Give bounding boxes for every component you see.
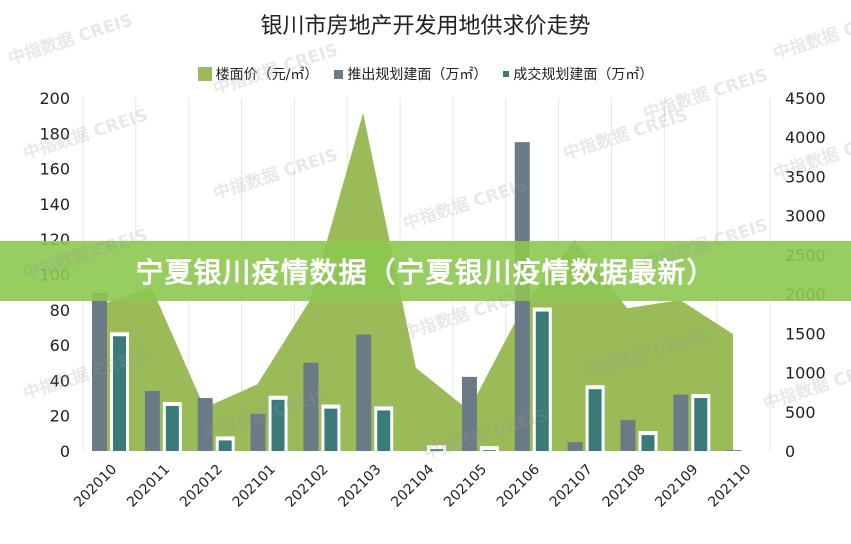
legend-swatch-supply bbox=[334, 69, 344, 79]
left-axis-tick: 60 bbox=[50, 336, 70, 355]
supply-bar bbox=[620, 420, 636, 451]
deal-bar bbox=[482, 450, 496, 451]
deal-bar bbox=[113, 336, 126, 451]
right-axis-tick: 1000 bbox=[785, 364, 826, 383]
deal-bar bbox=[218, 440, 232, 451]
supply-bar bbox=[567, 442, 583, 451]
banner-text: 宁夏银川疫情数据（宁夏银川疫情数据最新） bbox=[135, 256, 716, 289]
deal-bar-outline bbox=[744, 447, 764, 451]
left-axis-tick: 140 bbox=[39, 195, 70, 214]
supply-bar bbox=[726, 450, 742, 451]
deal-bar bbox=[271, 399, 285, 451]
right-axis-tick: 0 bbox=[785, 442, 795, 461]
legend-item-supply: 推出规划建面（万㎡） bbox=[334, 64, 487, 84]
left-axis-tick: 200 bbox=[39, 89, 70, 108]
supply-bar bbox=[356, 334, 372, 451]
supply-bar bbox=[144, 390, 160, 451]
x-tick-label: 202010 bbox=[71, 462, 120, 511]
right-axis-tick: 500 bbox=[785, 403, 816, 422]
deal-bar bbox=[324, 408, 338, 451]
supply-bar bbox=[303, 362, 319, 451]
x-tick-label: 202104 bbox=[388, 461, 437, 510]
legend-label: 推出规划建面（万㎡） bbox=[347, 67, 488, 83]
right-axis-tick: 4500 bbox=[785, 89, 826, 108]
legend-item-floor-price: 楼面价（元/㎡） bbox=[197, 64, 319, 84]
x-tick-label: 202103 bbox=[335, 462, 384, 511]
deal-bar bbox=[165, 405, 179, 451]
left-axis-tick: 160 bbox=[39, 160, 70, 179]
legend-label: 成交规划建面（万㎡） bbox=[513, 67, 654, 83]
supply-bar bbox=[673, 394, 689, 451]
deal-bar-outline bbox=[427, 445, 447, 451]
floor-price-area bbox=[98, 112, 734, 451]
x-tick-label: 202011 bbox=[124, 462, 173, 511]
right-axis-tick: 4000 bbox=[785, 128, 826, 147]
supply-bar bbox=[197, 398, 213, 451]
chart-title: 银川市房地产开发用地供求价走势 bbox=[260, 14, 591, 39]
legend: 楼面价（元/㎡） 推出规划建面（万㎡） 成交规划建面（万㎡） bbox=[0, 64, 851, 84]
deal-bar bbox=[535, 311, 549, 451]
x-tick-label: 202102 bbox=[283, 462, 332, 511]
x-tick-label: 202108 bbox=[600, 462, 649, 511]
x-tick-label: 202105 bbox=[441, 462, 490, 511]
supply-bar bbox=[461, 376, 477, 451]
left-axis-tick: 180 bbox=[39, 124, 70, 143]
x-tick-label: 202012 bbox=[177, 462, 226, 511]
right-axis-tick: 1500 bbox=[785, 324, 826, 343]
legend-swatch-area bbox=[197, 67, 212, 81]
left-axis-tick: 20 bbox=[50, 407, 70, 426]
deal-bar-outline bbox=[479, 446, 499, 451]
legend-swatch-deal bbox=[503, 71, 510, 77]
supply-bar bbox=[250, 413, 266, 451]
left-axis-tick: 80 bbox=[50, 301, 70, 320]
x-tick-label: 202107 bbox=[547, 462, 596, 511]
x-tick-label: 202106 bbox=[494, 461, 543, 510]
left-axis-tick: 40 bbox=[50, 371, 70, 390]
x-tick-label: 202109 bbox=[652, 462, 701, 511]
overlay-banner: 宁夏银川疫情数据（宁夏银川疫情数据最新） bbox=[0, 241, 851, 301]
deal-bar bbox=[641, 435, 655, 451]
legend-item-deal: 成交规划建面（万㎡） bbox=[503, 64, 653, 84]
legend-label: 楼面价（元/㎡） bbox=[215, 67, 319, 83]
deal-bar bbox=[377, 410, 391, 451]
left-axis-tick: 0 bbox=[60, 442, 70, 461]
supply-bar bbox=[92, 293, 107, 451]
deal-bar bbox=[430, 449, 444, 451]
deal-bar bbox=[694, 398, 708, 451]
x-tick-label: 202110 bbox=[705, 462, 754, 511]
right-axis-tick: 3000 bbox=[785, 207, 826, 226]
x-tick-label: 202101 bbox=[230, 462, 279, 511]
right-axis-tick: 3500 bbox=[785, 167, 826, 186]
deal-bar bbox=[588, 389, 602, 451]
